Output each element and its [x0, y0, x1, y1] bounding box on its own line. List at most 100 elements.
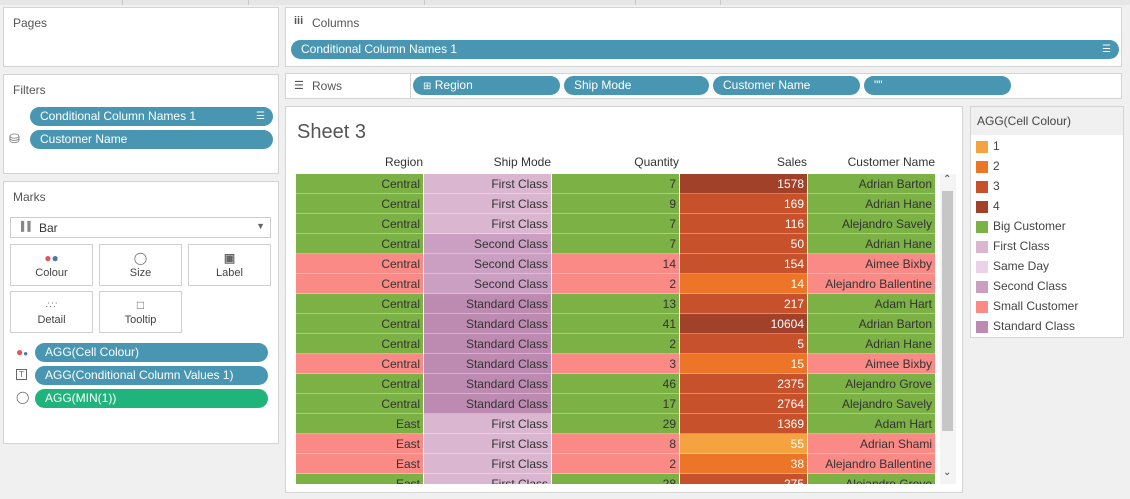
- cell-ship-mode[interactable]: Standard Class: [424, 334, 551, 354]
- cell-region[interactable]: Central: [296, 294, 423, 314]
- scroll-up-icon[interactable]: ⌃: [943, 174, 952, 185]
- table-row[interactable]: Central Second Class 7 50 Adrian Hane: [296, 234, 936, 254]
- scroll-thumb[interactable]: [942, 191, 953, 431]
- cell-ship-mode[interactable]: First Class: [424, 214, 551, 234]
- table-row[interactable]: East First Class 8 55 Adrian Shami: [296, 434, 936, 454]
- legend-item[interactable]: 3: [976, 178, 1116, 198]
- table-row[interactable]: Central Standard Class 13 217 Adam Hart: [296, 294, 936, 314]
- cell-quantity[interactable]: 8: [552, 434, 679, 454]
- cell-customer-name[interactable]: Alejandro Grove: [808, 374, 935, 394]
- pages-shelf[interactable]: Pages: [3, 7, 279, 67]
- table-row[interactable]: East First Class 2 38 Alejandro Ballentine: [296, 454, 936, 474]
- cell-sales[interactable]: 38: [680, 454, 807, 474]
- filter-pill-conditional-column[interactable]: Conditional Column Names 1 ☰: [30, 107, 273, 126]
- rows-pill-ship-mode[interactable]: Ship Mode: [564, 76, 709, 95]
- cell-ship-mode[interactable]: First Class: [424, 474, 551, 484]
- cell-sales[interactable]: 14: [680, 274, 807, 294]
- cell-quantity[interactable]: 3: [552, 354, 679, 374]
- legend-item[interactable]: 4: [976, 198, 1116, 218]
- cell-region[interactable]: East: [296, 434, 423, 454]
- cell-ship-mode[interactable]: Standard Class: [424, 294, 551, 314]
- cell-region[interactable]: Central: [296, 394, 423, 414]
- table-row[interactable]: Central First Class 7 116 Alejandro Savely: [296, 214, 936, 234]
- cell-region[interactable]: Central: [296, 174, 423, 194]
- cell-quantity[interactable]: 29: [552, 414, 679, 434]
- expand-icon[interactable]: ⊞: [423, 81, 432, 92]
- cell-customer-name[interactable]: Alejandro Grove: [808, 474, 935, 484]
- marks-field-min[interactable]: AGG(MIN(1)): [35, 389, 268, 408]
- cell-customer-name[interactable]: Aimee Bixby: [808, 354, 935, 374]
- cell-ship-mode[interactable]: First Class: [424, 414, 551, 434]
- cell-region[interactable]: Central: [296, 214, 423, 234]
- cell-sales[interactable]: 116: [680, 214, 807, 234]
- cell-ship-mode[interactable]: Standard Class: [424, 314, 551, 334]
- legend-item[interactable]: First Class: [976, 238, 1116, 258]
- cell-customer-name[interactable]: Alejandro Ballentine: [808, 274, 935, 294]
- legend-item[interactable]: Standard Class: [976, 318, 1116, 338]
- table-row[interactable]: East First Class 28 275 Alejandro Grove: [296, 474, 936, 484]
- legend-item[interactable]: 2: [976, 158, 1116, 178]
- colour-button[interactable]: ●● Colour: [10, 244, 93, 286]
- cell-customer-name[interactable]: Adrian Hane: [808, 334, 935, 354]
- cell-region[interactable]: East: [296, 454, 423, 474]
- table-row[interactable]: Central Standard Class 3 15 Aimee Bixby: [296, 354, 936, 374]
- cell-sales[interactable]: 50: [680, 234, 807, 254]
- detail-button[interactable]: ∴∵ Detail: [10, 291, 93, 333]
- cell-quantity[interactable]: 7: [552, 214, 679, 234]
- cell-ship-mode[interactable]: Standard Class: [424, 354, 551, 374]
- cell-region[interactable]: Central: [296, 334, 423, 354]
- cell-quantity[interactable]: 41: [552, 314, 679, 334]
- legend-item[interactable]: Same Day: [976, 258, 1116, 278]
- table-row[interactable]: Central Second Class 14 154 Aimee Bixby: [296, 254, 936, 274]
- cell-region[interactable]: Central: [296, 254, 423, 274]
- cell-quantity[interactable]: 14: [552, 254, 679, 274]
- cell-quantity[interactable]: 7: [552, 174, 679, 194]
- table-row[interactable]: Central Standard Class 2 5 Adrian Hane: [296, 334, 936, 354]
- cell-sales[interactable]: 10604: [680, 314, 807, 334]
- cell-sales[interactable]: 1369: [680, 414, 807, 434]
- cell-quantity[interactable]: 9: [552, 194, 679, 214]
- table-row[interactable]: Central Second Class 2 14 Alejandro Ballenti…: [296, 274, 936, 294]
- cell-sales[interactable]: 154: [680, 254, 807, 274]
- size-button[interactable]: ◯ Size: [99, 244, 182, 286]
- table-row[interactable]: Central Standard Class 17 2764 Alejandro Sav…: [296, 394, 936, 414]
- cell-region[interactable]: East: [296, 474, 423, 484]
- rows-pill-region[interactable]: ⊞ Region: [413, 76, 560, 95]
- cell-region[interactable]: Central: [296, 354, 423, 374]
- cell-region[interactable]: East: [296, 414, 423, 434]
- vertical-scrollbar[interactable]: ⌃ ⌄: [940, 174, 956, 484]
- cell-sales[interactable]: 2375: [680, 374, 807, 394]
- cell-customer-name[interactable]: Adrian Hane: [808, 194, 935, 214]
- marks-field-cell-colour[interactable]: AGG(Cell Colour): [35, 343, 268, 362]
- cell-quantity[interactable]: 28: [552, 474, 679, 484]
- cell-customer-name[interactable]: Adrian Hane: [808, 234, 935, 254]
- cell-region[interactable]: Central: [296, 234, 423, 254]
- cell-ship-mode[interactable]: First Class: [424, 174, 551, 194]
- cell-ship-mode[interactable]: Second Class: [424, 274, 551, 294]
- cell-sales[interactable]: 55: [680, 434, 807, 454]
- cell-customer-name[interactable]: Adrian Barton: [808, 174, 935, 194]
- cell-quantity[interactable]: 2: [552, 454, 679, 474]
- cell-sales[interactable]: 5: [680, 334, 807, 354]
- columns-shelf[interactable]: iii Columns Conditional Column Names 1 ☰: [285, 7, 1122, 67]
- cell-sales[interactable]: 275: [680, 474, 807, 484]
- cell-quantity[interactable]: 46: [552, 374, 679, 394]
- sort-icon[interactable]: ☰: [256, 111, 265, 122]
- tooltip-button[interactable]: □ Tooltip: [99, 291, 182, 333]
- table-row[interactable]: East First Class 29 1369 Adam Hart: [296, 414, 936, 434]
- label-button[interactable]: ▣ Label: [188, 244, 271, 286]
- cell-quantity[interactable]: 2: [552, 334, 679, 354]
- filter-pill-customer-name[interactable]: Customer Name: [30, 130, 273, 149]
- cell-quantity[interactable]: 7: [552, 234, 679, 254]
- mark-type-dropdown[interactable]: ▌▌ Bar ▼: [10, 217, 271, 238]
- cell-customer-name[interactable]: Adrian Barton: [808, 314, 935, 334]
- legend-item[interactable]: 1: [976, 138, 1116, 158]
- cell-ship-mode[interactable]: First Class: [424, 194, 551, 214]
- cell-region[interactable]: Central: [296, 194, 423, 214]
- cell-sales[interactable]: 1578: [680, 174, 807, 194]
- table-row[interactable]: Central First Class 9 169 Adrian Hane: [296, 194, 936, 214]
- table-row[interactable]: Central First Class 7 1578 Adrian Barton: [296, 174, 936, 194]
- legend-item[interactable]: Big Customer: [976, 218, 1116, 238]
- legend-item[interactable]: Second Class: [976, 278, 1116, 298]
- cell-sales[interactable]: 15: [680, 354, 807, 374]
